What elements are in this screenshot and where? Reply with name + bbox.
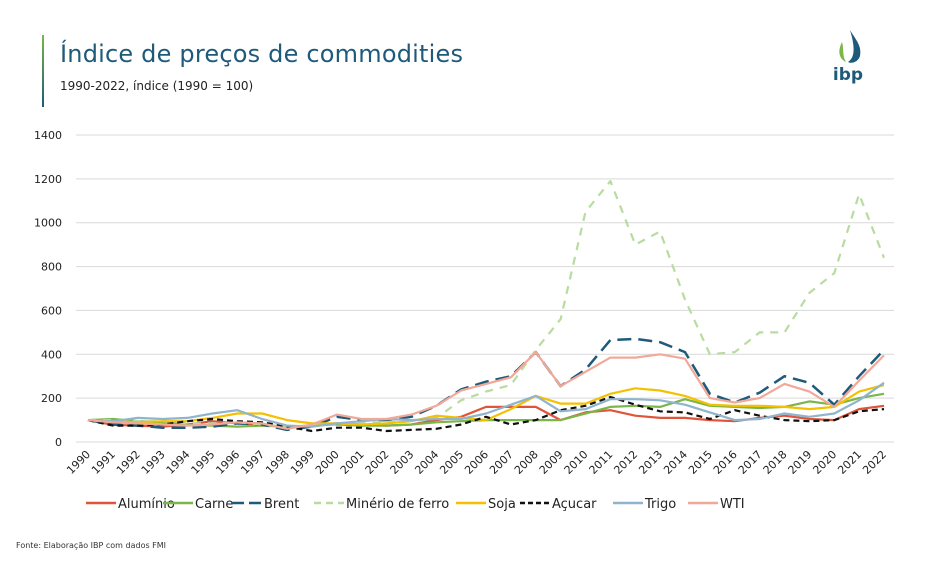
- x-tick-label: 1995: [189, 448, 218, 477]
- x-tick-label: 2011: [587, 448, 616, 477]
- series-line-trigo: [87, 381, 885, 428]
- x-tick-label: 2004: [412, 448, 441, 477]
- series-line-brent: [87, 337, 885, 432]
- ibp-logo: ibp: [833, 30, 863, 84]
- source-note: Fonte: Elaboração IBP com dados FMI: [16, 541, 167, 550]
- x-tick-label: 2010: [562, 448, 591, 477]
- x-tick-label: 2000: [313, 448, 342, 477]
- page-title: Índice de preços de commodities: [60, 40, 464, 68]
- x-tick-label: 1992: [114, 448, 143, 477]
- y-tick-label: 800: [41, 261, 62, 274]
- x-tick-label: 1998: [263, 448, 292, 477]
- x-tick-label: 2017: [736, 448, 765, 477]
- x-tick-label: 2016: [711, 448, 740, 477]
- y-tick-label: 1200: [34, 173, 62, 186]
- legend-label: Carne: [195, 497, 233, 512]
- x-tick-label: 1997: [238, 448, 267, 477]
- y-tick-label: 600: [41, 304, 62, 317]
- y-tick-label: 400: [41, 348, 62, 361]
- x-tick-label: 1990: [64, 448, 93, 477]
- legend-label: Brent: [264, 497, 299, 512]
- y-tick-label: 200: [41, 392, 62, 405]
- x-tick-label: 2015: [686, 448, 715, 477]
- x-tick-label: 2006: [462, 448, 491, 477]
- title-accent-bar: [42, 35, 44, 107]
- legend-label: Alumínio: [118, 497, 175, 512]
- legend-label: Açucar: [552, 497, 597, 512]
- x-tick-label: 1999: [288, 448, 317, 477]
- series-line-soja: [87, 383, 885, 426]
- x-tick-label: 2022: [860, 448, 889, 477]
- x-tick-label: 2018: [761, 448, 790, 477]
- y-tick-label: 0: [55, 436, 62, 449]
- legend-label: Soja: [488, 497, 516, 512]
- x-tick-label: 1996: [213, 448, 242, 477]
- x-tick-label: 2007: [487, 448, 516, 477]
- x-tick-label: 1994: [164, 448, 193, 477]
- series-line-min-rio-de-ferro: [88, 180, 886, 428]
- x-tick-label: 1993: [139, 448, 168, 477]
- x-tick-label: 2019: [786, 448, 815, 477]
- x-tick-label: 2005: [437, 448, 466, 477]
- x-tick-label: 2012: [611, 448, 640, 477]
- x-tick-label: 2021: [835, 448, 864, 477]
- legend-label: Minério de ferro: [346, 497, 449, 512]
- x-tick-label: 1991: [89, 448, 118, 477]
- legend-label: WTI: [720, 497, 745, 512]
- x-tick-label: 2002: [363, 448, 392, 477]
- x-tick-label: 2014: [661, 448, 690, 477]
- page-subtitle: 1990-2022, índice (1990 = 100): [60, 79, 254, 93]
- x-tick-label: 2009: [537, 448, 566, 477]
- y-tick-label: 1400: [34, 129, 62, 142]
- y-tick-label: 1000: [34, 217, 62, 230]
- series-line-a-ucar: [87, 395, 885, 433]
- x-tick-label: 2020: [810, 448, 839, 477]
- x-tick-label: 2008: [512, 448, 541, 477]
- x-tick-label: 2003: [388, 448, 417, 477]
- x-tick-label: 2013: [636, 448, 665, 477]
- legend-label: Trigo: [644, 497, 676, 512]
- svg-text:ibp: ibp: [833, 65, 863, 84]
- x-tick-label: 2001: [338, 448, 367, 477]
- series-line-wti: [87, 351, 885, 430]
